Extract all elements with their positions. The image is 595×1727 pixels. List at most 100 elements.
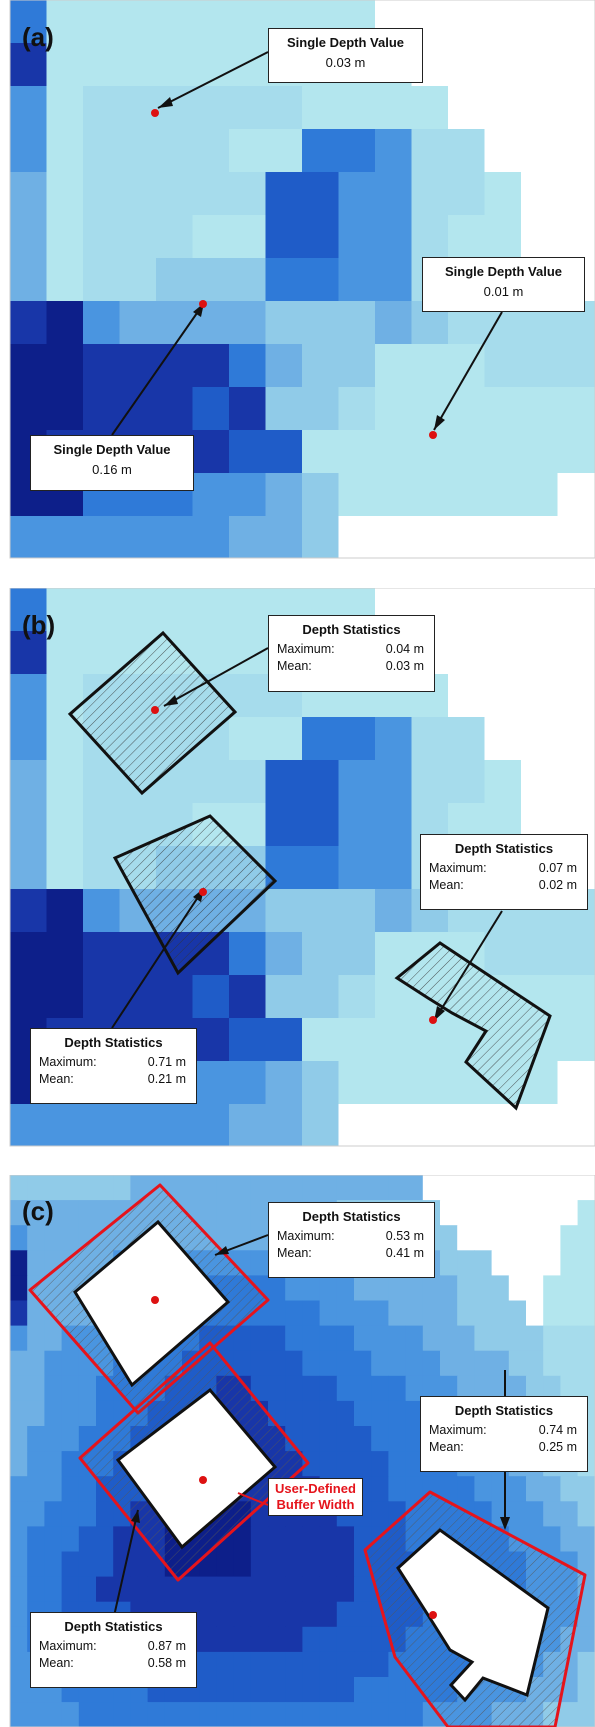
depth-cell xyxy=(526,1350,544,1377)
depth-cell xyxy=(336,1677,355,1703)
depth-cell xyxy=(268,1601,286,1628)
depth-cell xyxy=(302,760,339,804)
depth-cell xyxy=(46,172,84,216)
depth-cell xyxy=(302,430,339,474)
depth-cell xyxy=(61,1225,80,1251)
depth-cell xyxy=(27,1551,45,1578)
depth-cell xyxy=(156,172,193,216)
depth-cell xyxy=(491,1175,510,1201)
depth-cell xyxy=(508,1325,527,1352)
maximum-label: Maximum: xyxy=(429,861,487,875)
depth-cell xyxy=(250,1350,269,1377)
depth-cell xyxy=(375,1104,412,1146)
depth-cell xyxy=(233,1702,252,1727)
depth-cell xyxy=(422,1275,441,1301)
depth-cell xyxy=(10,1476,28,1502)
depth-cell xyxy=(484,344,522,388)
depth-cell xyxy=(577,1225,595,1251)
depth-cell xyxy=(557,86,595,130)
depth-cell xyxy=(543,1476,561,1502)
depth-cell xyxy=(119,172,157,216)
depth-cell xyxy=(484,129,522,173)
depth-cell xyxy=(119,258,157,302)
depth-cell xyxy=(484,0,522,44)
depth-cell xyxy=(319,1426,338,1452)
depth-cell xyxy=(557,932,595,976)
depth-cell xyxy=(411,387,449,431)
depth-cell xyxy=(119,516,157,558)
depth-cell xyxy=(560,1225,579,1251)
depth-cell xyxy=(457,1175,475,1201)
callout-title: Single Depth Value xyxy=(444,264,563,279)
arrowhead xyxy=(131,1510,140,1523)
depth-cell xyxy=(302,1626,321,1653)
leader-lines-a xyxy=(111,51,503,436)
depth-cell xyxy=(96,1200,114,1226)
depth-cell xyxy=(250,1250,269,1276)
depth-cell xyxy=(484,430,522,474)
depth-cell xyxy=(375,430,412,474)
depth-cell xyxy=(577,1677,595,1703)
depth-cell xyxy=(448,86,485,130)
panel-label-a: (a) xyxy=(22,22,54,52)
depth-cell xyxy=(119,301,157,345)
building-footprints-c xyxy=(73,1219,550,1703)
depth-cell xyxy=(484,631,522,675)
depth-cell xyxy=(354,1300,372,1327)
depth-cell xyxy=(338,344,376,388)
depth-cell xyxy=(10,717,47,761)
depth-cell xyxy=(388,1375,407,1402)
depth-cell xyxy=(521,0,558,44)
depth-cell xyxy=(338,301,376,345)
depth-cell xyxy=(216,1601,235,1628)
depth-cell xyxy=(484,674,522,718)
depth-cell xyxy=(10,1677,28,1703)
depth-cell xyxy=(96,1501,114,1527)
depth-cell xyxy=(448,674,485,718)
depth-cell xyxy=(543,1200,561,1226)
depth-cell xyxy=(319,1601,338,1628)
depth-cell xyxy=(336,1601,355,1628)
depth-cell xyxy=(268,1626,286,1653)
depth-cell xyxy=(46,129,84,173)
depth-cell xyxy=(405,1426,424,1452)
depth-cell xyxy=(229,86,266,130)
depth-cell xyxy=(250,1375,269,1402)
depth-cell xyxy=(229,588,266,632)
depth-cell xyxy=(233,1551,252,1578)
callout-title: Single Depth Value xyxy=(286,35,405,50)
maximum-value: 0.87 m xyxy=(147,1639,186,1653)
depth-cell xyxy=(411,215,449,259)
depth-cell xyxy=(10,344,47,388)
depth-cell xyxy=(285,1526,303,1552)
maximum-value: 0.74 m xyxy=(538,1423,577,1437)
depth-cell xyxy=(338,717,376,761)
mean-label: Mean: xyxy=(429,1440,464,1454)
sample-point xyxy=(199,888,207,896)
depth-cell xyxy=(216,1551,235,1578)
depth-cell xyxy=(10,1551,28,1578)
depth-cell xyxy=(319,1651,338,1678)
depth-cell xyxy=(233,1576,252,1603)
maximum-label: Maximum: xyxy=(277,1229,335,1243)
depth-cell xyxy=(229,975,266,1019)
depth-cell xyxy=(526,1250,544,1276)
depth-cell xyxy=(319,1626,338,1653)
depth-cell xyxy=(96,1702,114,1727)
depth-cell xyxy=(46,846,84,890)
depth-cell xyxy=(577,1200,595,1226)
depth-cell xyxy=(354,1526,372,1552)
depth-cell xyxy=(156,43,193,87)
depth-cell xyxy=(319,1275,338,1301)
depth-statistics-callout: Depth Statistics Maximum: 0.53 m Mean: 0.4… xyxy=(268,1202,435,1278)
depth-cell xyxy=(557,1061,595,1105)
depth-cell xyxy=(557,129,595,173)
depth-cell xyxy=(96,1576,114,1603)
arrowhead xyxy=(500,1517,510,1530)
depth-cell xyxy=(265,1104,303,1146)
depth-cell xyxy=(411,516,449,558)
panel-label-b: (b) xyxy=(22,610,56,640)
depth-cell xyxy=(119,387,157,431)
depth-cell xyxy=(319,1300,338,1327)
depth-cell xyxy=(319,1702,338,1727)
